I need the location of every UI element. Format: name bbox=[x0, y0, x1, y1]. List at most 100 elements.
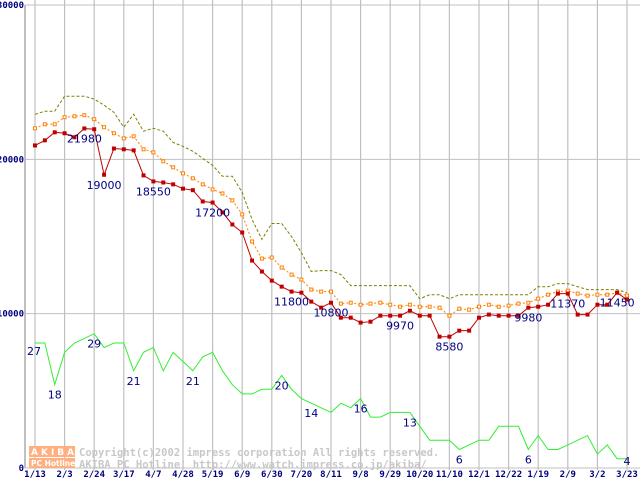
data-point-average bbox=[348, 300, 353, 305]
count-label: 4 bbox=[624, 455, 631, 468]
logo-bottom-box bbox=[29, 458, 75, 468]
data-point-average bbox=[111, 131, 116, 136]
data-point-average bbox=[121, 136, 126, 141]
data-point-min bbox=[220, 210, 225, 215]
count-label: 18 bbox=[48, 389, 62, 402]
data-point-min bbox=[555, 291, 560, 296]
data-point-min bbox=[33, 143, 37, 148]
data-point-average bbox=[309, 287, 314, 292]
watermark: AKIBA PC Hotline! Copyright(c)2002 impre… bbox=[29, 446, 439, 471]
data-point-min bbox=[121, 147, 126, 152]
x-tick-label: 5/19 bbox=[202, 470, 224, 480]
data-point-min bbox=[259, 269, 264, 274]
data-point-min bbox=[575, 312, 580, 317]
data-point-min bbox=[546, 302, 551, 307]
data-point-min bbox=[62, 131, 67, 136]
count-label: 20 bbox=[275, 379, 289, 392]
data-point-average bbox=[279, 265, 284, 270]
data-point-min bbox=[309, 299, 314, 304]
price-label: 18550 bbox=[136, 185, 171, 198]
count-label: 16 bbox=[354, 403, 368, 416]
data-point-min bbox=[398, 313, 403, 318]
data-point-average bbox=[358, 302, 363, 307]
data-point-min bbox=[329, 300, 333, 305]
data-point-average bbox=[398, 304, 403, 309]
data-point-min bbox=[417, 313, 422, 318]
data-point-average bbox=[289, 272, 294, 277]
price-label: 9980 bbox=[514, 312, 542, 325]
data-point-min bbox=[299, 290, 304, 295]
data-point-average bbox=[72, 114, 77, 119]
data-point-average bbox=[477, 304, 481, 309]
data-point-min bbox=[427, 313, 432, 318]
data-point-min bbox=[181, 186, 185, 191]
data-point-average bbox=[141, 147, 146, 152]
data-point-min bbox=[240, 230, 245, 235]
x-tick-label: 4/7 bbox=[145, 470, 161, 480]
data-point-average bbox=[250, 239, 255, 244]
x-tick-label: 2/9 bbox=[560, 470, 576, 480]
x-tick-label: 12/1 bbox=[468, 470, 490, 480]
logo-bottom-text: PC Hotline! bbox=[31, 459, 79, 468]
logo-top-text: AKIBA bbox=[31, 448, 77, 458]
site-url-text: AKIBA PC Hotline! http://www.watch.impre… bbox=[79, 459, 427, 471]
data-point-average bbox=[516, 301, 521, 306]
data-point-average bbox=[151, 150, 156, 155]
price-label: 9970 bbox=[386, 320, 414, 333]
data-point-average bbox=[220, 191, 225, 196]
data-point-min bbox=[467, 328, 472, 333]
data-point-min bbox=[200, 199, 205, 204]
data-point-min bbox=[407, 308, 412, 313]
data-point-average bbox=[131, 134, 136, 139]
price-label: 10800 bbox=[314, 307, 349, 320]
data-point-average bbox=[447, 313, 452, 318]
x-tick-label: 10/20 bbox=[406, 470, 433, 480]
y-tick-label: 10000 bbox=[0, 310, 24, 320]
data-point-average bbox=[161, 159, 166, 164]
data-point-min bbox=[92, 127, 97, 132]
grid bbox=[24, 0, 640, 470]
count-label: 29 bbox=[87, 338, 101, 351]
data-point-average bbox=[368, 301, 373, 306]
data-point-min bbox=[516, 313, 521, 318]
data-point-average bbox=[171, 165, 176, 170]
data-point-min bbox=[102, 172, 107, 177]
data-point-min bbox=[526, 305, 531, 310]
count-label: 21 bbox=[186, 375, 200, 388]
price-label: 17200 bbox=[195, 207, 230, 220]
data-point-min bbox=[230, 222, 235, 227]
data-point-min bbox=[319, 305, 324, 310]
count-label: 27 bbox=[27, 345, 41, 358]
data-point-average bbox=[486, 302, 491, 307]
data-point-average bbox=[210, 187, 215, 192]
data-point-min bbox=[269, 278, 274, 283]
data-point-min bbox=[279, 284, 284, 289]
data-point-average bbox=[457, 306, 462, 311]
data-point-average bbox=[200, 182, 205, 187]
data-point-min bbox=[605, 302, 610, 307]
data-point-average bbox=[625, 293, 629, 298]
data-point-min bbox=[496, 313, 501, 318]
data-point-average bbox=[506, 303, 511, 308]
data-point-min bbox=[388, 313, 393, 318]
data-point-average bbox=[338, 301, 343, 306]
data-point-average bbox=[546, 292, 551, 297]
data-point-min bbox=[477, 315, 481, 320]
x-tick-label: 8/11 bbox=[320, 470, 342, 480]
y-tick-label: 20000 bbox=[0, 155, 24, 165]
data-point-min bbox=[52, 130, 57, 135]
y-tick-label: 30000 bbox=[0, 1, 24, 11]
price-label: 8580 bbox=[435, 341, 463, 354]
data-point-min bbox=[447, 334, 452, 339]
data-point-min bbox=[437, 334, 442, 339]
data-point-min bbox=[42, 138, 47, 143]
data-point-average bbox=[575, 291, 580, 296]
price-label: 19000 bbox=[87, 179, 122, 192]
data-point-average bbox=[102, 125, 107, 130]
data-point-average bbox=[92, 117, 97, 122]
count-label: 21 bbox=[127, 375, 141, 388]
data-point-min bbox=[161, 180, 166, 185]
count-label: 6 bbox=[525, 453, 532, 466]
